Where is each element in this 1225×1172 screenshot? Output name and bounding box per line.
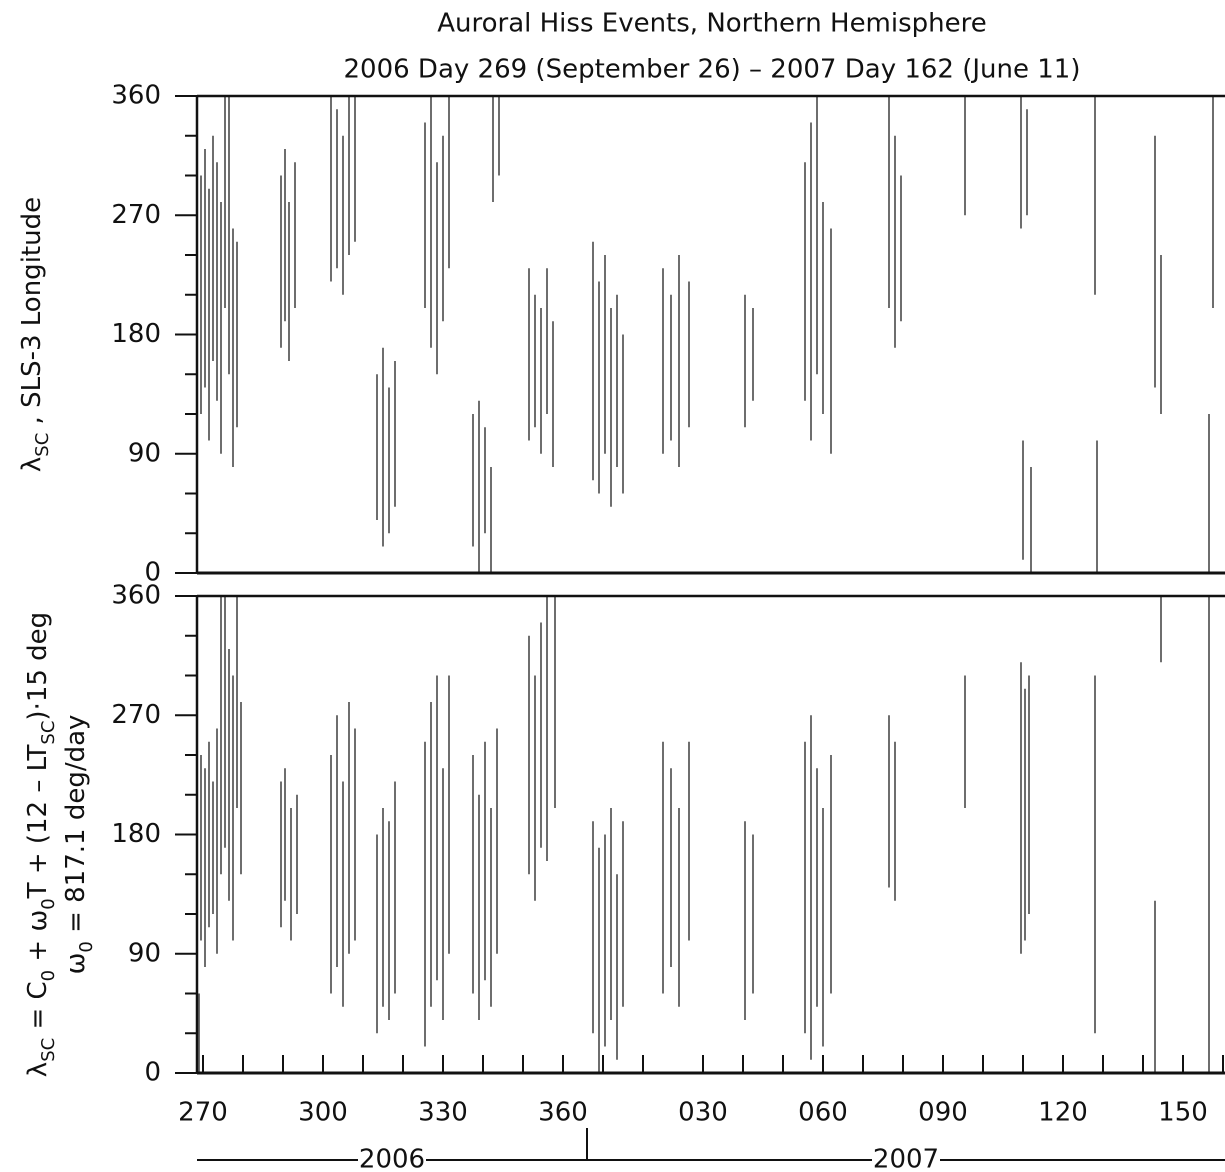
y-tick-label: 90 bbox=[128, 938, 161, 968]
y-axis-label: λSC = C0 + ω0T + (12 – LTSC)·15 deg bbox=[23, 612, 59, 1077]
year-label: 2007 bbox=[873, 1145, 939, 1172]
label-part: ω bbox=[61, 953, 91, 975]
x-tick-label: 150 bbox=[1158, 1098, 1208, 1128]
y-tick-label: 360 bbox=[111, 81, 161, 111]
y-axis-label: ω0 = 817.1 deg/day bbox=[61, 715, 97, 975]
y-tick-label: 0 bbox=[144, 1058, 161, 1088]
label-part: 0 bbox=[38, 898, 59, 909]
label-part: , SLS-3 Longitude bbox=[17, 197, 47, 433]
label-part: T + (12 – LT bbox=[23, 744, 53, 899]
label-part: )·15 deg bbox=[23, 612, 53, 721]
label-part: 0 bbox=[76, 941, 97, 952]
label-part: SC bbox=[32, 433, 53, 457]
label-part: 0 bbox=[38, 970, 59, 981]
label-part: λ bbox=[23, 1062, 53, 1077]
y-tick-label: 360 bbox=[111, 581, 161, 611]
label-part: = C bbox=[23, 981, 53, 1037]
label-part: SC bbox=[38, 1038, 59, 1062]
x-tick-label: 330 bbox=[418, 1098, 468, 1128]
x-tick-label: 060 bbox=[798, 1098, 848, 1128]
chart-subtitle: 2006 Day 269 (September 26) – 2007 Day 1… bbox=[344, 55, 1081, 85]
x-tick-label: 300 bbox=[298, 1098, 348, 1128]
y-tick-label: 270 bbox=[111, 700, 161, 730]
label-part: SC bbox=[38, 721, 59, 745]
year-label: 2006 bbox=[359, 1145, 425, 1172]
x-tick-label: 360 bbox=[538, 1098, 588, 1128]
y-tick-label: 270 bbox=[111, 200, 161, 230]
y-tick-label: 180 bbox=[111, 819, 161, 849]
y-tick-label: 0 bbox=[144, 558, 161, 588]
y-tick-label: 180 bbox=[111, 319, 161, 349]
chart-title: Auroral Hiss Events, Northern Hemisphere bbox=[437, 9, 987, 39]
label-part: λ bbox=[17, 457, 47, 472]
x-tick-label: 090 bbox=[918, 1098, 968, 1128]
x-tick-label: 270 bbox=[178, 1098, 228, 1128]
x-tick-label: 030 bbox=[678, 1098, 728, 1128]
label-part: + ω bbox=[23, 910, 53, 970]
x-tick-label: 120 bbox=[1038, 1098, 1088, 1128]
y-tick-label: 90 bbox=[128, 438, 161, 468]
label-part: = 817.1 deg/day bbox=[61, 715, 91, 942]
y-axis-label: λSC , SLS-3 Longitude bbox=[17, 197, 53, 472]
